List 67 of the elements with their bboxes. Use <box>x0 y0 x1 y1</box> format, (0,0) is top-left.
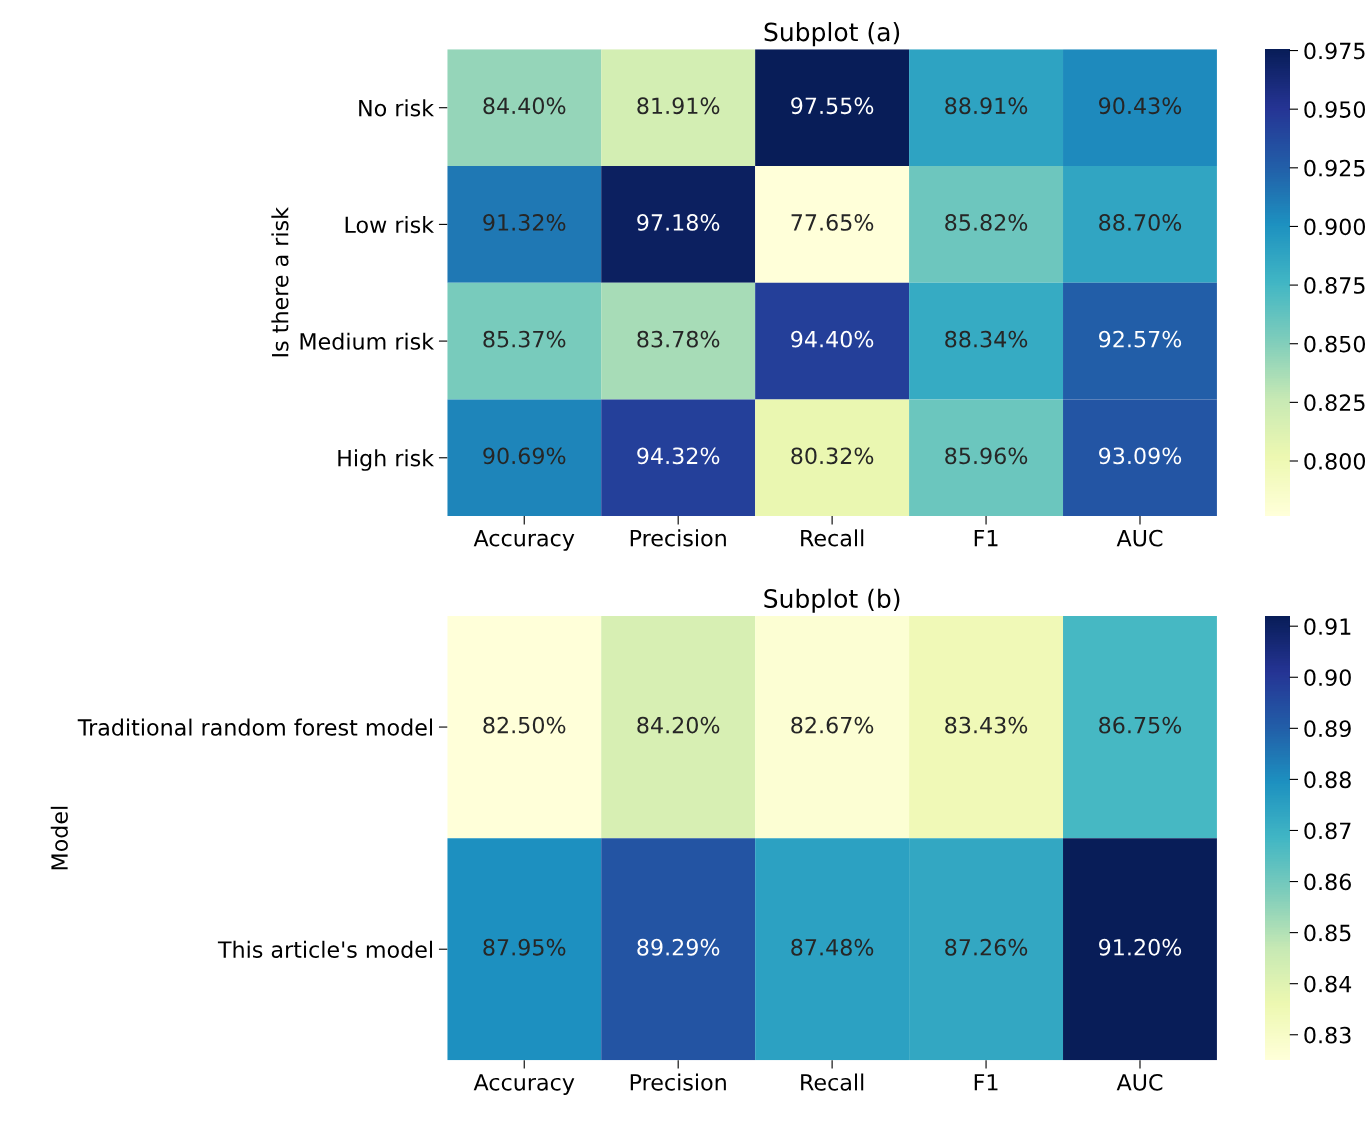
x-tick-label: Recall <box>801 1073 864 1091</box>
data-label: 94.32% <box>637 447 720 465</box>
data-label: 93.09% <box>1099 447 1182 465</box>
data-label: 91.20% <box>1099 938 1182 956</box>
color-bar-label: 0.925 <box>1304 159 1365 177</box>
data-label: 88.91% <box>945 97 1028 115</box>
x-tick-label: Recall <box>801 529 864 547</box>
x-tick-label: Precision <box>630 529 726 547</box>
data-label: 87.48% <box>791 938 874 956</box>
data-label: 85.82% <box>945 214 1028 231</box>
y-tick-label: High risk <box>338 449 435 471</box>
data-label: 83.78% <box>637 330 720 348</box>
x-tick-label: Precision <box>630 1073 726 1091</box>
data-label: 88.70% <box>1099 214 1182 231</box>
data-label: 97.18% <box>637 214 720 231</box>
y-axis-title: Is there a risk <box>271 207 289 357</box>
data-label: 82.50% <box>483 716 566 734</box>
data-label: 94.40% <box>791 330 874 348</box>
y-tick-label: No risk <box>359 99 435 117</box>
x-tick-label: Accuracy <box>473 1074 575 1095</box>
x-tick-label: F1 <box>974 530 998 547</box>
color-bar-label: 0.88 <box>1304 771 1351 789</box>
color-bar-label: 0.89 <box>1304 720 1351 738</box>
chart-title: Subplot (b) <box>764 588 900 613</box>
color-bar-label: 0.900 <box>1304 218 1366 236</box>
color-bar-label: 0.90 <box>1304 669 1351 687</box>
x-tick-label: Accuracy <box>473 530 575 551</box>
color-bar-label: 0.91 <box>1304 618 1351 635</box>
x-tick-label: AUC <box>1116 529 1163 547</box>
color-bar-label: 0.86 <box>1304 873 1351 891</box>
data-label: 85.96% <box>945 447 1028 465</box>
data-label: 88.34% <box>945 330 1028 348</box>
color-bar-label: 0.875 <box>1304 277 1365 294</box>
data-label: 90.69% <box>483 447 566 465</box>
data-label: 97.55% <box>791 97 874 115</box>
data-label: 82.67% <box>791 716 874 734</box>
data-label: 91.32% <box>483 214 566 231</box>
data-label: 77.65% <box>791 214 874 231</box>
color-bar-label: 0.850 <box>1304 335 1366 353</box>
x-tick-label: AUC <box>1116 1073 1163 1091</box>
y-tick-label: Low risk <box>345 215 435 234</box>
data-label: 80.32% <box>791 447 874 465</box>
color-bar-label: 0.85 <box>1304 924 1351 942</box>
y-tick-label: Medium risk <box>300 332 435 350</box>
data-label: 83.43% <box>945 716 1028 734</box>
data-label: 90.43% <box>1099 97 1182 115</box>
y-axis-title: Model <box>50 806 68 870</box>
data-label: 87.95% <box>483 938 566 956</box>
color-bar-label: 0.825 <box>1304 394 1365 412</box>
data-label: 81.91% <box>637 97 720 115</box>
color-bar-label: 0.83 <box>1304 1026 1351 1044</box>
color-bar-label: 0.800 <box>1304 452 1366 470</box>
data-label: 84.20% <box>637 716 720 734</box>
data-label: 89.29% <box>637 938 720 956</box>
color-bar-label: 0.84 <box>1304 975 1352 993</box>
data-label: 92.57% <box>1099 330 1182 348</box>
data-label: 86.75% <box>1099 716 1182 734</box>
data-label: 87.26% <box>945 938 1028 956</box>
chart-title: Subplot (a) <box>764 22 900 47</box>
color-bar-label: 0.87 <box>1304 822 1351 840</box>
data-label: 84.40% <box>483 97 566 115</box>
data-label: 85.37% <box>483 330 566 348</box>
y-tick-label: This article's model <box>217 940 432 958</box>
x-tick-label: F1 <box>974 1074 998 1091</box>
y-tick-label: Traditional random forest model <box>77 718 432 736</box>
color-bar-label: 0.950 <box>1304 101 1366 118</box>
color-bar-label: 0.975 <box>1304 42 1365 60</box>
